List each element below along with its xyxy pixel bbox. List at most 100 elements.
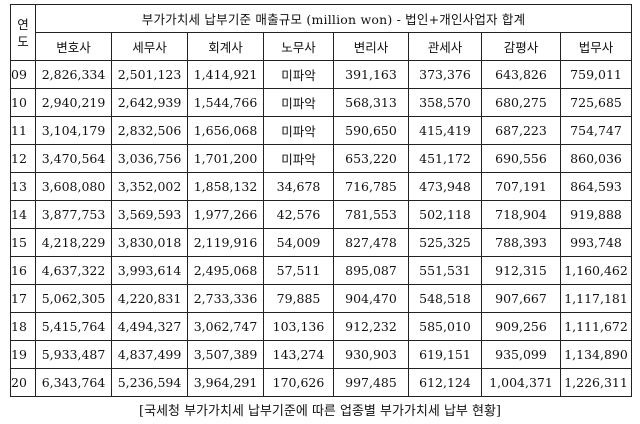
value-cell: 3,470,564: [35, 144, 112, 173]
year-cell: 18: [10, 312, 36, 341]
year-header-char-1: 연: [17, 16, 29, 32]
table-row: 12 3,470,564 3,036,756 1,701,200 미파악 653,220 4…: [10, 144, 633, 173]
value-cell: 3,964,291: [187, 368, 264, 397]
year-cell: 11: [10, 116, 36, 145]
value-cell: 612,124: [408, 368, 482, 397]
value-cell: 1,160,462: [559, 256, 633, 285]
year-cell: 17: [10, 284, 36, 313]
value-cell: 3,036,756: [111, 144, 188, 173]
value-cell: 54,009: [263, 228, 334, 257]
title-row: 연 도 부가가치세 납부기준 매출규모 (million won) - 법인+개…: [10, 4, 633, 61]
value-cell: 4,837,499: [111, 340, 188, 369]
year-cell: 20: [10, 368, 36, 397]
year-cell: 16: [10, 256, 36, 285]
value-cell: 912,315: [481, 256, 561, 285]
value-cell: 525,325: [408, 228, 482, 257]
value-cell: 2,495,068: [187, 256, 264, 285]
year-cell: 14: [10, 200, 36, 229]
value-cell: 3,569,593: [111, 200, 188, 229]
table-row: 11 3,104,179 2,832,506 1,656,068 미파악 590,650 4…: [10, 116, 633, 145]
value-cell: 907,667: [481, 284, 561, 313]
value-cell: 5,236,594: [111, 368, 188, 397]
table-row: 18 5,415,764 4,494,327 3,062,747 103,136 912,…: [10, 312, 633, 341]
table-body: 09 2,826,334 2,501,123 1,414,921 미파악 391,163 3…: [10, 60, 633, 397]
value-cell: 687,223: [481, 116, 561, 145]
value-cell: 707,191: [481, 172, 561, 201]
value-cell: 585,010: [408, 312, 482, 341]
table-row: 19 5,933,487 4,837,499 3,507,389 143,274 930,…: [10, 340, 633, 369]
value-cell: 690,556: [481, 144, 561, 173]
value-cell: 909,256: [481, 312, 561, 341]
value-cell: 1,544,766: [187, 88, 264, 117]
value-cell: 3,608,080: [35, 172, 112, 201]
value-cell: 3,507,389: [187, 340, 264, 369]
year-cell: 09: [10, 60, 36, 89]
value-cell: 5,062,305: [35, 284, 112, 313]
value-cell: 619,151: [408, 340, 482, 369]
column-header: 변호사: [35, 32, 112, 61]
table-row: 20 6,343,764 5,236,594 3,964,291 170,626 997,…: [10, 368, 633, 397]
table-header: 연 도 부가가치세 납부기준 매출규모 (million won) - 법인+개…: [10, 4, 633, 61]
value-cell: 680,275: [481, 88, 561, 117]
value-cell: 3,104,179: [35, 116, 112, 145]
table-row: 10 2,940,219 2,642,939 1,544,766 미파악 568,313 3…: [10, 88, 633, 117]
value-cell: 912,232: [333, 312, 409, 341]
value-cell: 3,993,614: [111, 256, 188, 285]
value-cell: 5,415,764: [35, 312, 112, 341]
value-cell: 754,747: [559, 116, 633, 145]
value-cell: 827,478: [333, 228, 409, 257]
value-cell: 3,830,018: [111, 228, 188, 257]
value-cell: 781,553: [333, 200, 409, 229]
table-row: 13 3,608,080 3,352,002 1,858,132 34,678 716,7…: [10, 172, 633, 201]
value-cell: 2,832,506: [111, 116, 188, 145]
table-row: 16 4,637,322 3,993,614 2,495,068 57,511 895,0…: [10, 256, 633, 285]
column-header: 감평사: [481, 32, 561, 61]
column-header: 변리사: [333, 32, 409, 61]
value-cell: 904,470: [333, 284, 409, 313]
value-cell: 860,036: [559, 144, 633, 173]
value-cell: 451,172: [408, 144, 482, 173]
value-cell: 103,136: [263, 312, 334, 341]
year-cell: 15: [10, 228, 36, 257]
year-cell: 13: [10, 172, 36, 201]
value-cell: 2,642,939: [111, 88, 188, 117]
column-header: 세무사: [111, 32, 188, 61]
value-cell: 4,220,831: [111, 284, 188, 313]
column-header: 관세사: [408, 32, 482, 61]
value-cell: 548,518: [408, 284, 482, 313]
column-header: 법무사: [559, 32, 633, 61]
value-cell: 759,011: [559, 60, 633, 89]
value-cell: 1,004,371: [481, 368, 561, 397]
value-cell: 미파악: [263, 144, 334, 173]
value-cell: 34,678: [263, 172, 334, 201]
value-cell: 2,733,336: [187, 284, 264, 313]
value-cell: 3,352,002: [111, 172, 188, 201]
table-row: 14 3,877,753 3,569,593 1,977,266 42,576 781,5…: [10, 200, 633, 229]
value-cell: 643,826: [481, 60, 561, 89]
value-cell: 2,940,219: [35, 88, 112, 117]
value-cell: 864,593: [559, 172, 633, 201]
table-title: 부가가치세 납부기준 매출규모 (million won) - 법인+개인사업자…: [34, 4, 633, 33]
value-cell: 3,877,753: [35, 200, 112, 229]
year-header-char-2: 도: [17, 33, 29, 49]
year-cell: 19: [10, 340, 36, 369]
column-header-row: 변호사 세무사 회계사 노무사 변리사 관세사 감평사 법무사: [11, 32, 633, 61]
value-cell: 미파악: [263, 116, 334, 145]
value-cell: 1,414,921: [187, 60, 264, 89]
value-cell: 373,376: [408, 60, 482, 89]
value-cell: 미파악: [263, 88, 334, 117]
value-cell: 1,226,311: [559, 368, 633, 397]
value-cell: 415,419: [408, 116, 482, 145]
value-cell: 590,650: [333, 116, 409, 145]
value-cell: 895,087: [333, 256, 409, 285]
column-header: 회계사: [187, 32, 264, 61]
value-cell: 568,313: [333, 88, 409, 117]
value-cell: 653,220: [333, 144, 409, 173]
value-cell: 4,494,327: [111, 312, 188, 341]
column-header: 노무사: [263, 32, 334, 61]
value-cell: 2,119,916: [187, 228, 264, 257]
value-cell: 919,888: [559, 200, 633, 229]
value-cell: 2,501,123: [111, 60, 188, 89]
year-cell: 10: [10, 88, 36, 117]
